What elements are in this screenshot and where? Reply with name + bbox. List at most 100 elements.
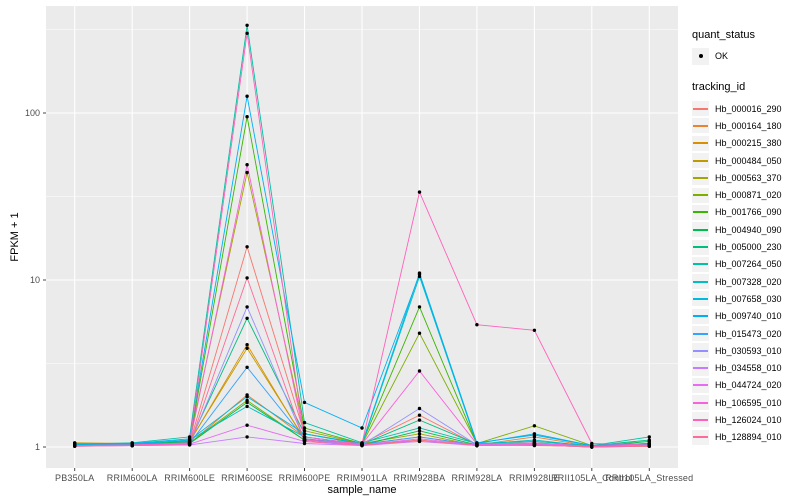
data-point bbox=[187, 443, 192, 447]
line-key-icon bbox=[692, 343, 709, 359]
line-key-icon bbox=[692, 187, 709, 203]
data-point bbox=[130, 443, 134, 448]
data-point bbox=[417, 369, 422, 373]
data-point bbox=[532, 443, 537, 447]
x-tick-label: RRIM928BA bbox=[394, 473, 446, 483]
line-key-icon bbox=[692, 135, 709, 151]
color-line-icon bbox=[693, 228, 708, 231]
x-tick-label: RRIM600LA bbox=[107, 473, 158, 483]
data-point bbox=[417, 432, 422, 436]
line-key-icon bbox=[692, 153, 709, 169]
legend-item-label: Hb_000484_050 bbox=[715, 155, 782, 166]
legend-item-Hb_000871_020: Hb_000871_020 bbox=[692, 186, 798, 203]
legend-item-label: OK bbox=[715, 51, 729, 61]
legend-item-label: Hb_009740_010 bbox=[715, 311, 782, 322]
color-line-icon bbox=[693, 436, 708, 439]
color-line-icon bbox=[693, 159, 708, 162]
y-axis-title: FPKM + 1 bbox=[9, 212, 21, 262]
data-point bbox=[417, 418, 422, 422]
x-tick-label: RRIM928LE bbox=[509, 473, 560, 483]
legend-item-Hb_000215_380: Hb_000215_380 bbox=[692, 135, 798, 152]
x-tick-label: RRIM600SE bbox=[221, 473, 273, 483]
line-key-icon bbox=[692, 274, 709, 290]
line-key-icon bbox=[692, 395, 709, 411]
data-point bbox=[302, 432, 307, 436]
color-line-icon bbox=[693, 246, 708, 249]
line-key-icon bbox=[692, 118, 709, 134]
line-key-icon bbox=[692, 170, 709, 186]
legend-item-quant-ok: OK bbox=[692, 46, 798, 66]
tracking-id-legend-title: tracking_id bbox=[692, 81, 746, 93]
data-point bbox=[590, 445, 594, 449]
legend-item-label: Hb_000016_290 bbox=[715, 103, 782, 114]
data-point bbox=[302, 435, 307, 439]
data-point bbox=[245, 170, 249, 175]
x-tick-label: RRIM901LA bbox=[337, 473, 388, 483]
line-key-icon bbox=[692, 204, 709, 220]
y-tick-label: 100 bbox=[25, 108, 40, 118]
data-point bbox=[532, 424, 537, 428]
data-point bbox=[245, 115, 249, 119]
data-point bbox=[475, 323, 479, 327]
color-line-icon bbox=[693, 124, 708, 127]
legend-item-label: Hb_004940_090 bbox=[715, 224, 782, 235]
legend-item-Hb_034558_010: Hb_034558_010 bbox=[692, 359, 798, 376]
line-key-icon bbox=[692, 377, 709, 393]
legend-item-Hb_044724_020: Hb_044724_020 bbox=[692, 377, 798, 394]
color-line-icon bbox=[693, 384, 708, 387]
color-line-icon bbox=[693, 297, 708, 300]
color-line-icon bbox=[693, 142, 708, 145]
legend-item-Hb_128894_010: Hb_128894_010 bbox=[692, 429, 798, 446]
line-key-icon bbox=[692, 101, 709, 117]
x-tick-label: RRII105LA_Stressed bbox=[605, 473, 693, 483]
color-line-icon bbox=[693, 263, 708, 266]
line-key-icon bbox=[692, 412, 709, 428]
data-point bbox=[245, 276, 249, 280]
legend-item-label: Hb_000871_020 bbox=[715, 190, 782, 201]
legend-item-label: Hb_126024_010 bbox=[715, 414, 782, 425]
color-line-icon bbox=[693, 280, 708, 283]
color-line-icon bbox=[693, 211, 708, 214]
legend-item-Hb_007328_020: Hb_007328_020 bbox=[692, 273, 798, 290]
data-point bbox=[302, 439, 307, 444]
data-point bbox=[245, 395, 249, 399]
legend-item-Hb_004940_090: Hb_004940_090 bbox=[692, 221, 798, 238]
data-point bbox=[417, 426, 422, 430]
quant-status-legend-title: quant_status bbox=[692, 29, 755, 41]
data-point bbox=[360, 426, 364, 430]
data-point bbox=[245, 346, 249, 350]
data-point bbox=[590, 441, 594, 446]
legend-item-Hb_015473_020: Hb_015473_020 bbox=[692, 325, 798, 342]
data-point bbox=[245, 423, 249, 427]
data-point bbox=[417, 413, 422, 417]
data-point bbox=[647, 444, 651, 448]
line-key-icon bbox=[692, 291, 709, 307]
line-key-icon bbox=[692, 222, 709, 238]
data-point bbox=[245, 400, 249, 405]
color-line-icon bbox=[693, 418, 708, 421]
legend-item-Hb_030593_010: Hb_030593_010 bbox=[692, 342, 798, 359]
data-point bbox=[245, 23, 249, 27]
color-line-icon bbox=[693, 176, 708, 179]
data-point bbox=[245, 163, 249, 167]
data-point bbox=[532, 328, 537, 332]
color-line-icon bbox=[693, 401, 708, 404]
legend-item-label: Hb_000563_370 bbox=[715, 172, 782, 183]
data-point bbox=[245, 365, 249, 369]
data-point bbox=[73, 444, 77, 448]
data-point bbox=[245, 343, 249, 347]
data-point bbox=[417, 305, 422, 309]
data-point bbox=[245, 435, 249, 439]
legend-item-Hb_001766_090: Hb_001766_090 bbox=[692, 204, 798, 221]
legend-item-label: Hb_000164_180 bbox=[715, 120, 782, 131]
legend-item-Hb_005000_230: Hb_005000_230 bbox=[692, 238, 798, 255]
color-line-icon bbox=[693, 194, 708, 197]
legend-item-label: Hb_034558_010 bbox=[715, 363, 782, 374]
data-point bbox=[245, 31, 249, 35]
legend-item-label: Hb_007658_030 bbox=[715, 293, 782, 304]
legend-item-Hb_126024_010: Hb_126024_010 bbox=[692, 411, 798, 428]
legend-item-label: Hb_030593_010 bbox=[715, 345, 782, 356]
data-point bbox=[245, 245, 249, 249]
line-key-icon bbox=[692, 256, 709, 272]
